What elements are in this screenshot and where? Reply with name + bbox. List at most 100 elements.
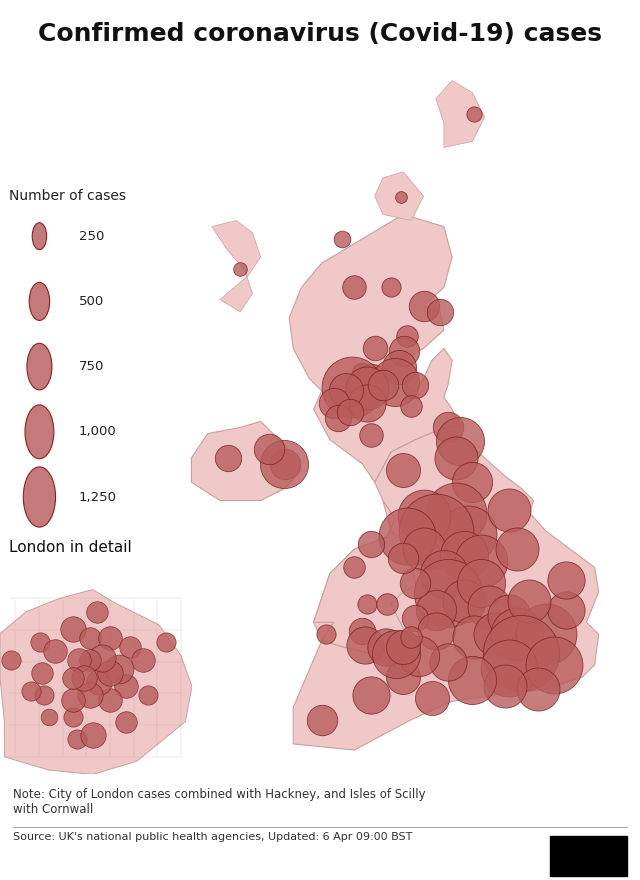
Point	[439, 567, 449, 581]
Point	[121, 715, 131, 729]
Text: Source: UK's national public health agencies, Updated: 6 Apr 09:00 BST: Source: UK's national public health agen…	[13, 832, 412, 841]
Point	[35, 635, 45, 649]
Text: Confirmed coronavirus (Covid-19) cases: Confirmed coronavirus (Covid-19) cases	[38, 22, 602, 46]
Point	[68, 693, 78, 707]
Point	[365, 371, 376, 385]
Point	[512, 627, 522, 642]
Point	[365, 688, 376, 702]
Text: Note: City of London cases combined with Hackney, and Isles of Scilly
with Cornw: Note: City of London cases combined with…	[13, 788, 426, 816]
Point	[451, 506, 461, 520]
Point	[443, 586, 453, 600]
Point	[362, 381, 372, 395]
Point	[362, 396, 372, 410]
Point	[431, 603, 441, 617]
Point	[468, 107, 479, 121]
Point	[467, 673, 477, 687]
Point	[85, 631, 95, 645]
Point	[349, 561, 360, 575]
Point	[26, 684, 36, 698]
Point	[50, 644, 60, 658]
Point	[427, 692, 437, 706]
Point	[121, 679, 131, 693]
Point	[476, 554, 486, 568]
Point	[431, 524, 441, 538]
Point	[321, 627, 331, 642]
Point	[504, 609, 514, 623]
Point	[382, 597, 392, 611]
Point	[345, 405, 355, 419]
Text: BBC: BBC	[572, 848, 606, 863]
Point	[396, 190, 406, 204]
Point	[561, 573, 572, 587]
Point	[463, 527, 474, 541]
Point	[369, 341, 380, 356]
Point	[105, 631, 115, 645]
Point	[235, 262, 245, 276]
Point	[329, 396, 339, 410]
Polygon shape	[191, 422, 301, 501]
Point	[410, 378, 420, 392]
Point	[561, 603, 572, 617]
Point	[79, 671, 89, 685]
Point	[85, 653, 95, 667]
Polygon shape	[289, 215, 460, 482]
Polygon shape	[212, 221, 260, 312]
Point	[264, 442, 274, 456]
Point	[398, 670, 408, 684]
Point	[419, 509, 429, 523]
Point	[431, 624, 441, 638]
Point	[92, 605, 102, 619]
Point	[402, 529, 412, 543]
Point	[85, 688, 95, 702]
Point	[402, 329, 412, 343]
Point	[114, 662, 124, 676]
Point	[455, 435, 465, 449]
Point	[362, 597, 372, 611]
Point	[357, 365, 367, 379]
Point	[74, 653, 84, 667]
Polygon shape	[314, 501, 419, 671]
Point	[37, 666, 47, 680]
Text: London in detail: London in detail	[9, 539, 132, 555]
Circle shape	[23, 467, 56, 527]
Point	[97, 650, 107, 664]
Point	[143, 688, 153, 702]
Polygon shape	[293, 428, 598, 750]
Point	[469, 630, 479, 644]
Point	[419, 298, 429, 312]
Point	[391, 647, 401, 661]
Point	[125, 640, 135, 654]
Point	[88, 728, 98, 742]
Point	[512, 542, 522, 556]
Point	[94, 675, 104, 689]
Point	[365, 429, 376, 443]
Point	[105, 693, 115, 707]
Text: 250: 250	[79, 230, 104, 243]
Point	[44, 710, 54, 724]
Circle shape	[29, 282, 50, 320]
Point	[381, 640, 391, 654]
Point	[516, 646, 527, 660]
Point	[68, 671, 78, 685]
Text: Number of cases: Number of cases	[9, 189, 126, 203]
Point	[317, 713, 327, 727]
Text: 500: 500	[79, 295, 104, 308]
Point	[333, 411, 343, 425]
Point	[347, 380, 357, 394]
Point	[386, 281, 396, 295]
Point	[360, 638, 370, 652]
Polygon shape	[0, 590, 192, 774]
Point	[138, 653, 148, 667]
Text: 1,000: 1,000	[79, 425, 116, 438]
Circle shape	[32, 223, 47, 250]
Point	[365, 538, 376, 552]
Point	[435, 304, 445, 319]
Point	[443, 655, 453, 669]
Point	[504, 661, 514, 675]
Point	[105, 666, 115, 680]
Point	[398, 551, 408, 565]
Point	[341, 383, 351, 397]
Point	[451, 451, 461, 465]
Point	[443, 421, 453, 435]
Point	[398, 463, 408, 477]
